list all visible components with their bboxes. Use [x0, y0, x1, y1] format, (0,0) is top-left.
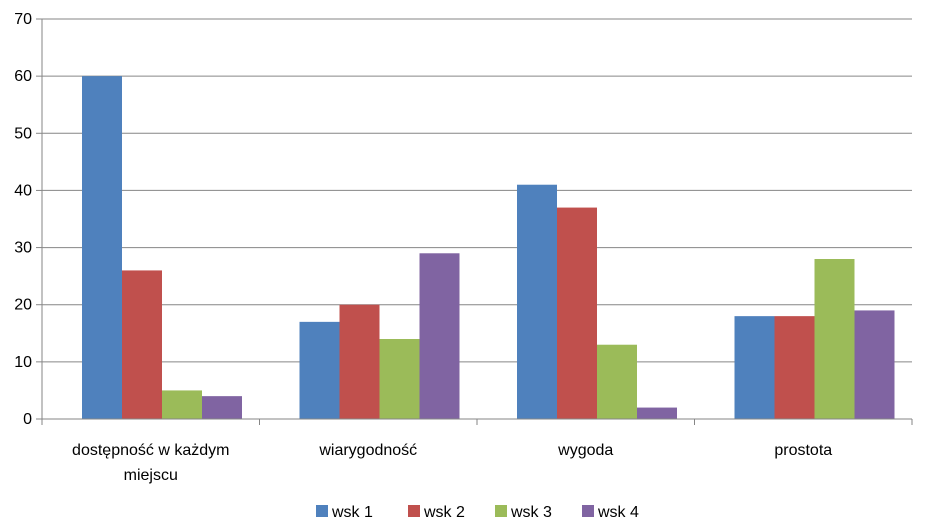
bars: [82, 76, 895, 420]
category-label: wiarygodność: [318, 442, 417, 459]
y-tick-label: 10: [14, 354, 32, 371]
legend-swatch-wsk-2: [408, 505, 420, 517]
legend-swatch-wsk-4: [582, 505, 594, 517]
y-axis-tick-labels: 0 10 20 30 40 50 60 70: [14, 11, 32, 428]
legend: wsk 1 wsk 2 wsk 3 wsk 4: [316, 504, 639, 521]
bar-wsk-2-1: [339, 304, 380, 419]
legend-label: wsk 2: [423, 504, 465, 521]
legend-swatch-wsk-1: [316, 505, 328, 517]
bar-wsk-3-3: [814, 259, 855, 419]
category-label: miejscu: [124, 467, 178, 484]
y-tick-label: 20: [14, 297, 32, 314]
y-tick-label: 70: [14, 11, 32, 28]
category-label: prostota: [774, 442, 832, 459]
bar-wsk-2-3: [774, 316, 815, 419]
y-tick-label: 60: [14, 68, 32, 85]
bar-wsk-4-0: [202, 396, 242, 419]
bar-wsk-1-1: [299, 321, 340, 419]
category-label: dostępność w każdym: [72, 442, 229, 459]
bar-wsk-3-0: [162, 390, 202, 419]
gridlines: [42, 18, 912, 363]
legend-label: wsk 3: [510, 504, 552, 521]
bar-wsk-4-3: [854, 310, 895, 419]
y-tick-label: 40: [14, 182, 32, 199]
x-axis-category-labels: dostępność w każdym miejscu wiarygodność wy…: [72, 442, 832, 484]
axes: [36, 18, 913, 425]
bar-wsk-1-2: [517, 184, 557, 419]
bar-wsk-2-2: [557, 207, 597, 419]
bar-wsk-4-1: [419, 253, 460, 419]
legend-label: wsk 1: [331, 504, 373, 521]
bar-wsk-2-0: [122, 270, 162, 419]
bar-wsk-1-0: [82, 76, 122, 420]
y-tick-label: 0: [23, 411, 32, 428]
legend-swatch-wsk-3: [495, 505, 507, 517]
category-label: wygoda: [557, 442, 613, 459]
y-tick-label: 30: [14, 240, 32, 257]
legend-label: wsk 4: [597, 504, 639, 521]
bar-wsk-1-3: [734, 316, 775, 419]
bar-wsk-3-2: [597, 344, 637, 419]
y-tick-label: 50: [14, 125, 32, 142]
bar-wsk-4-2: [637, 407, 677, 419]
bar-wsk-3-1: [379, 339, 420, 419]
